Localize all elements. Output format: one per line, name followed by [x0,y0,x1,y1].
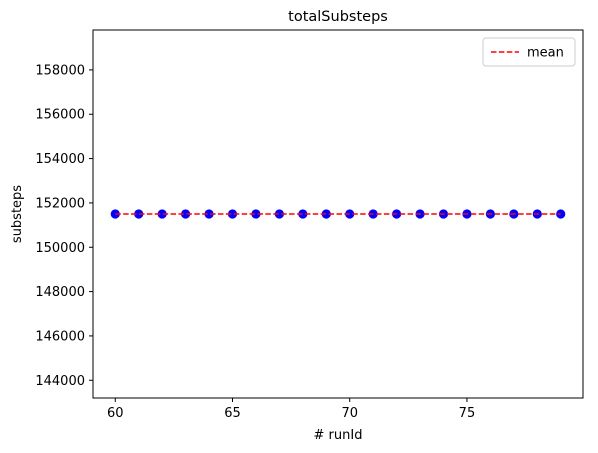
y-tick-label: 152000 [35,196,85,211]
data-point [321,209,331,219]
legend: mean [482,37,576,67]
y-axis: 144000 146000 148000 150000 152000 154000 1560… [35,63,93,389]
data-point [251,209,261,219]
y-tick-label: 144000 [35,374,85,389]
data-point [227,209,238,219]
x-axis-label: # runId [314,428,363,443]
y-tick-label: 148000 [35,285,85,300]
plot-frame [92,29,584,399]
data-point [274,209,284,219]
data-point [298,209,308,219]
x-axis: 60 65 70 75 [107,398,475,421]
plot-area [110,209,566,219]
x-tick-label: 70 [341,406,358,421]
y-tick-label: 150000 [35,241,85,256]
x-tick-label: 60 [107,406,124,421]
data-point [204,209,214,219]
data-point [181,209,191,219]
y-tick-label: 156000 [35,108,85,123]
legend-box [482,37,576,67]
x-tick-label: 75 [459,406,476,421]
chart-title: totalSubsteps [288,9,388,25]
y-axis-label: substeps [10,185,25,243]
y-tick-label: 158000 [35,63,85,78]
y-tick-label: 154000 [35,152,85,167]
data-point [134,209,144,219]
legend-mean-label: mean [527,46,564,61]
y-tick-label: 146000 [35,329,85,344]
data-point [157,209,167,219]
x-tick-label: 65 [224,406,241,421]
